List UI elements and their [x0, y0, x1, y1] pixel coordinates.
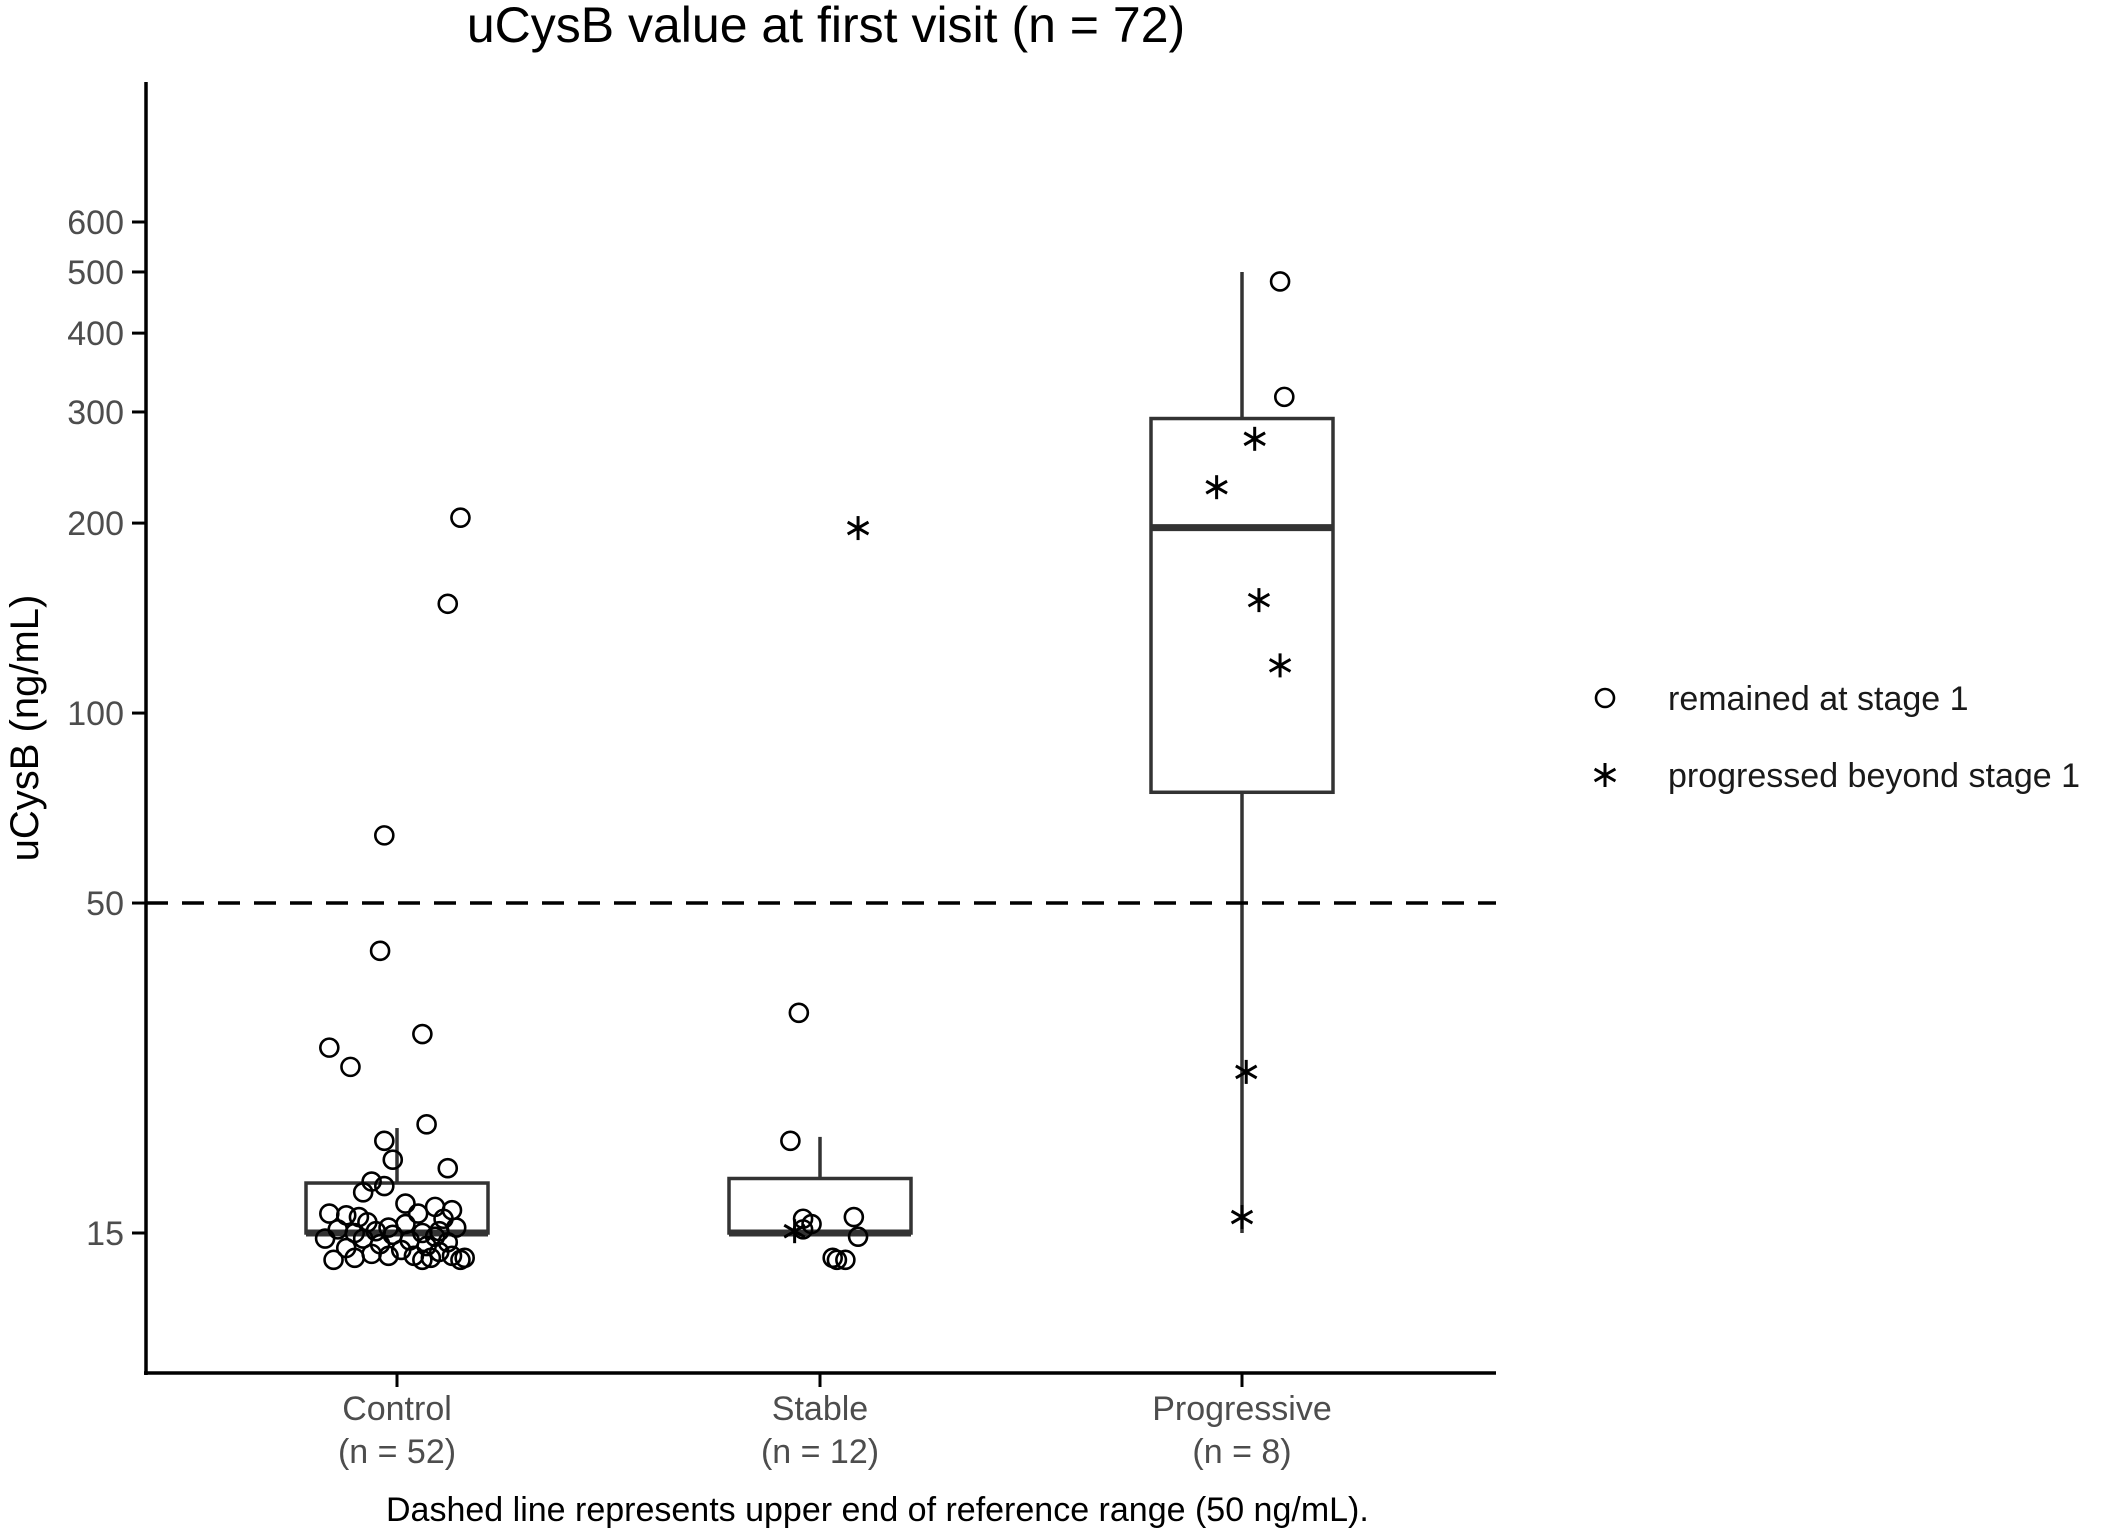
point-circle	[374, 1175, 395, 1197]
box-progressive	[1149, 271, 1335, 1233]
point-circle	[416, 1114, 437, 1135]
point-circle	[382, 1149, 404, 1170]
chart-caption: Dashed line represents upper end of refe…	[386, 1491, 1369, 1529]
y-axis-ticks: 15 50 100 200 300 400 500 600	[67, 204, 146, 1253]
point-circle	[340, 1056, 361, 1078]
point-star	[783, 1219, 806, 1244]
point-circle	[323, 1249, 344, 1271]
y-tick-label: 600	[67, 204, 124, 242]
point-circle	[1269, 271, 1291, 292]
legend: remained at stage 1 progressed beyond sta…	[1593, 680, 2080, 795]
legend-star-icon	[1593, 763, 1617, 787]
point-circle	[374, 825, 395, 846]
x-tick-label: Stable	[772, 1390, 868, 1428]
box-control	[304, 1128, 490, 1237]
point-circle	[412, 1249, 433, 1271]
point-star	[1247, 588, 1271, 613]
point-circle	[420, 1247, 442, 1269]
point-star	[1268, 653, 1292, 678]
legend-label: remained at stage 1	[1668, 680, 1969, 718]
data-points	[314, 271, 1295, 1271]
point-circle	[826, 1249, 848, 1271]
y-axis-label: uCysB (ng/mL)	[3, 595, 47, 862]
point-circle	[378, 1245, 399, 1267]
x-tick-label: Control	[342, 1390, 452, 1428]
point-circle	[374, 1130, 395, 1152]
point-circle	[788, 1002, 810, 1024]
point-star	[1243, 426, 1266, 451]
x-axis-ticks: Control (n = 52) Stable (n = 12) Progressive…	[338, 1373, 1332, 1471]
x-tick-label: Progressive	[1152, 1390, 1332, 1428]
point-circle	[390, 1239, 412, 1261]
point-circle	[412, 1023, 433, 1045]
point-circle	[314, 1228, 336, 1249]
point-star	[1230, 1205, 1254, 1230]
point-circle	[835, 1249, 856, 1271]
point-star	[1205, 475, 1228, 500]
point-star	[846, 516, 870, 541]
y-tick-label: 200	[67, 505, 124, 543]
point-circle	[319, 1037, 340, 1058]
point-circle	[780, 1130, 801, 1152]
chart-title: uCysB value at first visit (n = 72)	[467, 0, 1185, 53]
y-tick-label: 300	[67, 394, 124, 432]
point-circle	[352, 1182, 374, 1203]
point-star	[1235, 1059, 1258, 1084]
point-circle	[450, 507, 471, 528]
x-tick-n-label: (n = 12)	[761, 1433, 879, 1471]
box-group	[304, 271, 1335, 1237]
point-circle	[416, 1235, 437, 1257]
y-tick-label: 400	[67, 315, 124, 353]
y-tick-label: 50	[86, 885, 124, 923]
point-circle	[1274, 386, 1295, 408]
point-circle	[344, 1247, 366, 1269]
y-tick-label: 100	[67, 695, 124, 733]
box-stable	[727, 1136, 913, 1237]
y-tick-label: 15	[86, 1215, 124, 1253]
point-circle	[843, 1206, 865, 1228]
legend-circle-icon	[1594, 687, 1616, 709]
point-circle	[395, 1193, 416, 1214]
x-tick-n-label: (n = 8)	[1192, 1433, 1291, 1471]
point-circle	[369, 940, 391, 962]
legend-label: progressed beyond stage 1	[1668, 757, 2080, 795]
x-tick-n-label: (n = 52)	[338, 1433, 456, 1471]
point-circle	[437, 1157, 459, 1179]
point-circle	[847, 1226, 869, 1247]
box-body	[1149, 416, 1335, 795]
point-circle	[437, 593, 459, 615]
point-circle	[407, 1203, 429, 1224]
y-tick-label: 500	[67, 254, 124, 292]
point-circle	[450, 1249, 471, 1271]
